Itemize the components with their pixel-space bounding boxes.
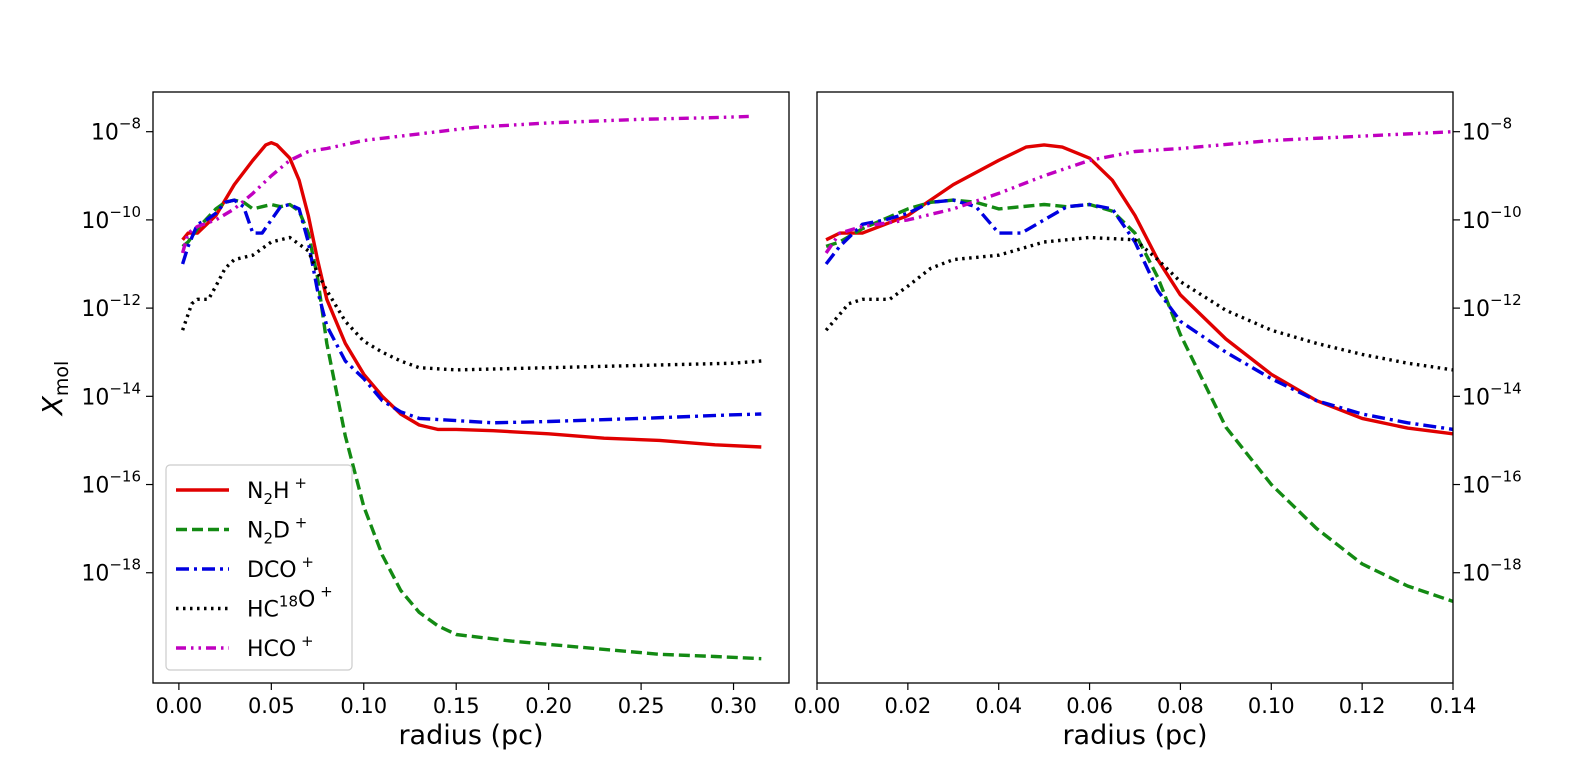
left-ticks: 0.00 0.05 0.10 0.15 0.20 0.25 0.30 10−8 10−10 10−… (81, 115, 757, 718)
left-y-tick-label: 10−12 (81, 291, 141, 322)
legend-label: N2H + (247, 474, 307, 508)
legend: N2H + N2D + DCO +HC18O + HCO + (165, 464, 353, 671)
left-axes-frame (152, 91, 790, 684)
right-y-tick-label: 10−12 (1462, 291, 1522, 322)
right-series-group (824, 130, 1453, 604)
right-y-tick-label: 10−10 (1462, 203, 1522, 234)
left-series-hco (180, 114, 753, 254)
right-series-n2h (825, 143, 1453, 436)
legend-frame (165, 464, 353, 671)
y-axis-label-main: X (36, 395, 69, 417)
legend-label: DCO + (247, 553, 314, 583)
right-y-tick-label: 10−18 (1462, 556, 1522, 587)
legend-label: HCO + (247, 632, 314, 662)
left-x-tick-label: 0.25 (618, 694, 665, 718)
left-panel: 0.00 0.05 0.10 0.15 0.20 0.25 0.30 10−8 10−10 10−… (36, 91, 790, 751)
right-series-hc18o (824, 235, 1453, 372)
left-y-tick-label: 10−16 (81, 468, 141, 499)
y-axis-label-sub: mol (51, 361, 73, 396)
right-y-tick-label: 10−16 (1462, 468, 1522, 499)
right-y-tick-label: 10−14 (1462, 379, 1522, 410)
right-series-hco (824, 130, 1453, 254)
left-x-tick-label: 0.30 (710, 694, 757, 718)
left-x-tick-label: 0.05 (248, 694, 295, 718)
left-x-tick-label: 0.20 (525, 694, 572, 718)
right-x-tick-label: 0.14 (1430, 694, 1477, 718)
right-series-dco (824, 198, 1453, 432)
left-x-tick-label: 0.10 (340, 694, 387, 718)
legend-label: N2D + (247, 514, 307, 548)
right-ticks: 0.00 0.02 0.04 0.06 0.08 0.10 0.12 0.14 10−8 10−1… (794, 115, 1522, 718)
right-x-tick-label: 0.08 (1157, 694, 1204, 718)
left-series-dco (180, 198, 762, 425)
right-axes-frame (816, 91, 1454, 684)
right-panel: 0.00 0.02 0.04 0.06 0.08 0.10 0.12 0.14 10−8 10−1… (794, 91, 1522, 751)
right-x-tick-label: 0.10 (1248, 694, 1295, 718)
right-y-tick-label: 10−8 (1462, 115, 1512, 146)
left-y-tick-label: 10−10 (81, 203, 141, 234)
left-x-axis-label: radius (pc) (398, 720, 543, 751)
right-x-tick-label: 0.06 (1066, 694, 1113, 718)
right-x-tick-label: 0.12 (1339, 694, 1386, 718)
left-series-group (180, 114, 762, 661)
left-x-tick-label: 0.00 (156, 694, 203, 718)
right-series-n2d (825, 198, 1453, 604)
right-x-tick-label: 0.02 (884, 694, 931, 718)
right-x-tick-label: 0.04 (975, 694, 1022, 718)
y-axis-label: Xmol (36, 361, 73, 418)
left-series-n2h (181, 141, 762, 449)
legend-label: HC18O + (247, 583, 333, 623)
right-x-tick-label: 0.00 (794, 694, 841, 718)
left-y-tick-label: 10−18 (81, 556, 141, 587)
left-y-tick-label: 10−8 (91, 115, 141, 146)
left-series-hc18o (180, 235, 762, 372)
right-x-axis-label: radius (pc) (1062, 720, 1207, 751)
left-y-tick-label: 10−14 (81, 379, 141, 410)
left-x-tick-label: 0.15 (433, 694, 480, 718)
